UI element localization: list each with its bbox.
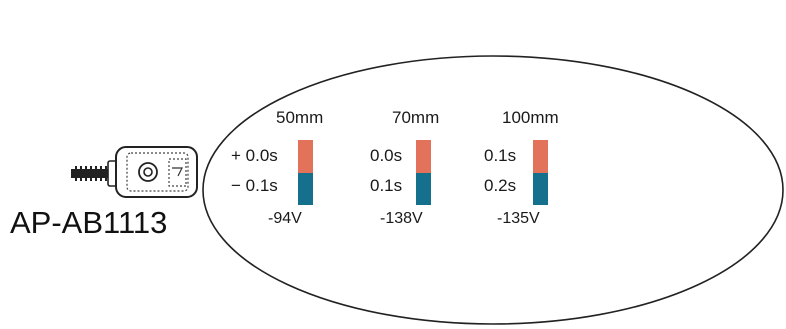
lower-bar-50mm (298, 173, 313, 205)
sensor-head-icon (71, 146, 198, 198)
distance-label-70mm: 70mm (392, 108, 440, 127)
distance-label-100mm: 100mm (502, 108, 559, 127)
detection-area-ellipse (202, 55, 784, 325)
upper-time-label-100mm: 0.1s (484, 146, 517, 165)
lower-time-label-50mm: − 0.1s (231, 176, 278, 195)
lower-bar-70mm (416, 173, 431, 205)
lower-time-label-70mm: 0.1s (370, 176, 403, 195)
lower-bar-100mm (533, 173, 548, 205)
model-label: AP-AB1113 (10, 205, 168, 240)
upper-bar-100mm (533, 140, 548, 173)
upper-bar-70mm (416, 140, 431, 173)
voltage-label-50mm: -94V (268, 210, 302, 227)
lower-time-label-100mm: 0.2s (484, 176, 517, 195)
upper-time-label-50mm: + 0.0s (231, 146, 278, 165)
sensor-lens (138, 162, 158, 182)
upper-bar-50mm (298, 140, 313, 173)
voltage-label-100mm: -135V (497, 210, 540, 227)
upper-time-label-70mm: 0.0s (370, 146, 403, 165)
voltage-label-70mm: -138V (380, 210, 423, 227)
sensor-cable (71, 169, 115, 178)
distance-label-50mm: 50mm (276, 108, 324, 127)
